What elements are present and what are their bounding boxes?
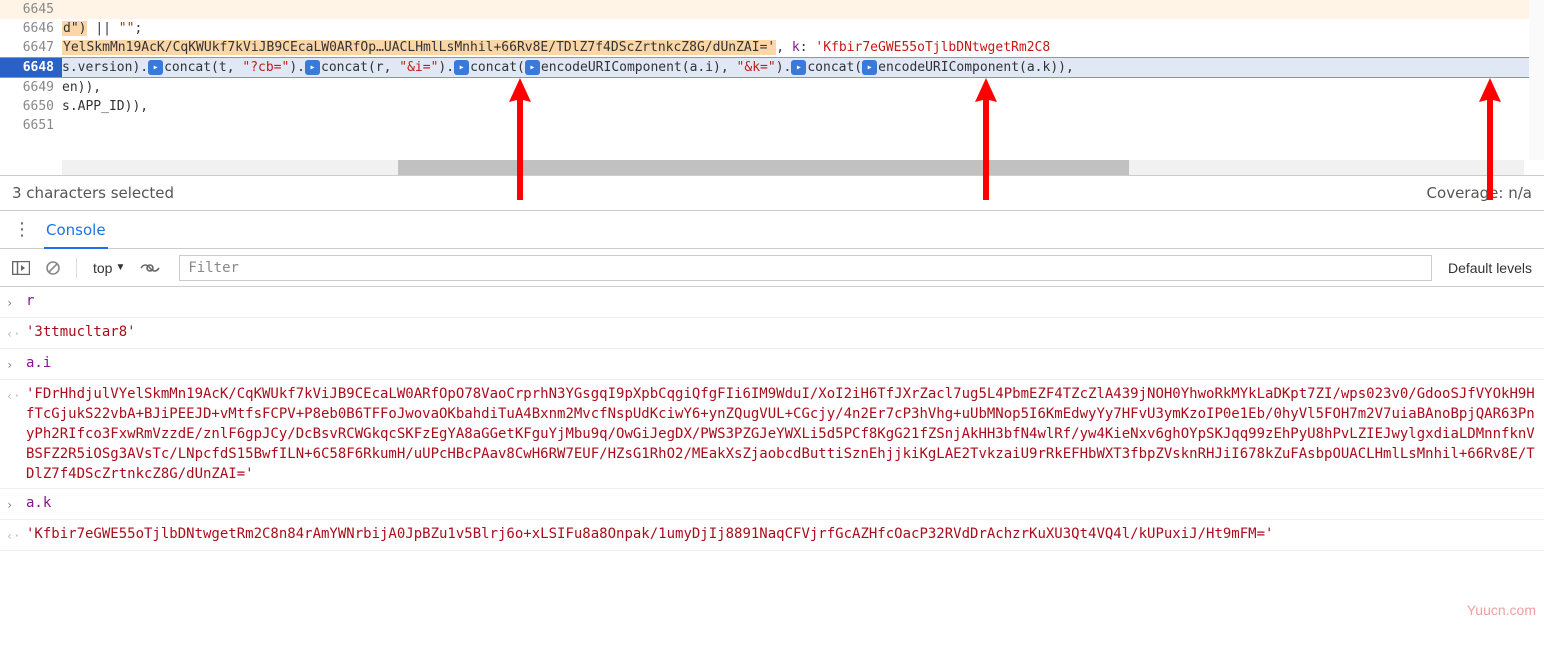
code-text [62, 0, 1544, 19]
line-number[interactable]: 6647 [0, 38, 62, 57]
console-message[interactable]: ‹·'Kfbir7eGWE55oTjlbDNtwgetRm2C8n84rAmYW… [0, 520, 1544, 551]
console-message[interactable]: ›a.k [0, 489, 1544, 520]
source-code-pane[interactable]: 66456646d") || "";6647YelSkmMn19AcK/CqKW… [0, 0, 1544, 176]
selection-status: 3 characters selected [12, 184, 174, 202]
console-message[interactable]: ‹·'FDrHhdjulVYelSkmMn19AcK/CqKWUkf7kViJB… [0, 380, 1544, 489]
code-line[interactable]: 6649en)), [0, 78, 1544, 97]
clear-console-icon[interactable] [40, 255, 66, 281]
h-scrollbar[interactable] [62, 160, 1524, 175]
input-arrow-icon: › [6, 493, 26, 515]
console-text: 'Kfbir7eGWE55oTjlbDNtwgetRm2C8n84rAmYWNr… [26, 524, 1536, 546]
code-text: s.version).▸concat(t, "?cb=").▸concat(r,… [62, 58, 1544, 77]
line-number[interactable]: 6650 [0, 97, 62, 116]
code-line[interactable]: 6647YelSkmMn19AcK/CqKWUkf7kViJB9CEcaLW0A… [0, 38, 1544, 57]
console-message[interactable]: ›a.i [0, 349, 1544, 380]
console-text: a.i [26, 353, 1536, 375]
code-text: YelSkmMn19AcK/CqKWUkf7kViJB9CEcaLW0ARfOp… [62, 38, 1544, 57]
code-text: en)), [62, 78, 1544, 97]
context-selector[interactable]: top ▼ [87, 260, 131, 276]
filter-placeholder: Filter [188, 260, 239, 276]
tab-console[interactable]: Console [36, 211, 116, 248]
more-tabs-icon[interactable]: ⋮ [8, 219, 36, 240]
line-number[interactable]: 6645 [0, 0, 62, 19]
context-label: top [93, 260, 112, 276]
console-toolbar: top ▼ Filter Default levels [0, 249, 1544, 287]
drawer-tabs: ⋮ Console [0, 211, 1544, 249]
code-line[interactable]: 6648s.version).▸concat(t, "?cb=").▸conca… [0, 57, 1544, 78]
filter-input[interactable]: Filter [179, 255, 1432, 281]
line-number[interactable]: 6646 [0, 19, 62, 38]
toggle-sidebar-icon[interactable] [8, 255, 34, 281]
code-line[interactable]: 6650s.APP_ID)), [0, 97, 1544, 116]
output-arrow-icon: ‹· [6, 524, 26, 546]
code-lines: 66456646d") || "";6647YelSkmMn19AcK/CqKW… [0, 0, 1544, 135]
v-scrollbar[interactable] [1529, 0, 1544, 160]
code-line[interactable]: 6645 [0, 0, 1544, 19]
input-arrow-icon: › [6, 291, 26, 313]
console-output[interactable]: ›r‹·'3ttmucltar8'›a.i‹·'FDrHhdjulVYelSkm… [0, 287, 1544, 665]
console-text: '3ttmucltar8' [26, 322, 1536, 344]
output-arrow-icon: ‹· [6, 384, 26, 484]
console-message[interactable]: ›r [0, 287, 1544, 318]
code-text: d") || ""; [62, 19, 1544, 38]
line-number[interactable]: 6649 [0, 78, 62, 97]
output-arrow-icon: ‹· [6, 322, 26, 344]
input-arrow-icon: › [6, 353, 26, 375]
live-expression-icon[interactable] [137, 255, 163, 281]
watermark: Yuucn.com [1467, 602, 1536, 618]
h-scrollbar-thumb[interactable] [398, 160, 1129, 175]
tab-console-label: Console [46, 221, 106, 239]
log-levels-selector[interactable]: Default levels [1448, 260, 1536, 276]
code-line[interactable]: 6651 [0, 116, 1544, 135]
line-number[interactable]: 6648 [0, 58, 62, 77]
separator [76, 258, 77, 278]
console-text: r [26, 291, 1536, 313]
console-text: 'FDrHhdjulVYelSkmMn19AcK/CqKWUkf7kViJB9C… [26, 384, 1536, 484]
code-text [62, 116, 1544, 135]
code-line[interactable]: 6646d") || ""; [0, 19, 1544, 38]
console-message[interactable]: ‹·'3ttmucltar8' [0, 318, 1544, 349]
coverage-status: Coverage: n/a [1427, 184, 1532, 202]
line-number[interactable]: 6651 [0, 116, 62, 135]
status-bar: 3 characters selected Coverage: n/a [0, 176, 1544, 211]
log-levels-label: Default levels [1448, 260, 1532, 276]
console-text: a.k [26, 493, 1536, 515]
code-text: s.APP_ID)), [62, 97, 1544, 116]
